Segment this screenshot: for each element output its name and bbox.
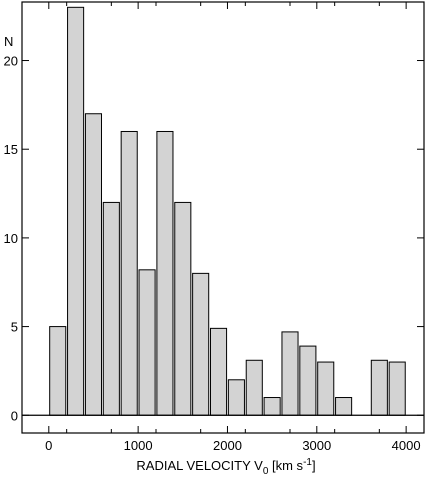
bar	[102, 201, 120, 416]
bar	[370, 359, 388, 416]
y-tick-label: 10	[4, 231, 18, 246]
bar	[84, 113, 103, 416]
ticks-group: 0 1000 2000 3000 4000 0 5 10 15 20	[4, 2, 425, 453]
bars-group	[49, 6, 406, 416]
bar	[49, 326, 67, 416]
y-tick-label: 5	[11, 320, 18, 335]
plot-frame	[21, 1, 425, 434]
y-tick-label: 0	[11, 408, 18, 423]
bar	[281, 331, 299, 416]
bar	[174, 201, 192, 416]
bar	[299, 345, 317, 416]
bar	[263, 397, 281, 416]
bar	[156, 130, 174, 416]
y-tick-label: 20	[4, 54, 18, 69]
bar	[67, 6, 85, 416]
bar	[227, 379, 245, 416]
x-tick-label: 0	[45, 438, 52, 453]
x-tick-label: 3000	[302, 438, 331, 453]
bar	[192, 272, 210, 416]
y-axis-label: N	[4, 34, 13, 49]
x-axis-label-unit-open: [km s	[268, 458, 303, 473]
bar	[388, 361, 406, 416]
bar	[245, 359, 263, 416]
x-axis-label-subscript: 0	[263, 466, 269, 477]
y-tick-label: 15	[4, 142, 18, 157]
x-axis-label: RADIAL VELOCITY V0 [km s-1]	[136, 457, 315, 477]
x-axis-label-main: RADIAL VELOCITY V	[136, 458, 263, 473]
bar	[120, 130, 138, 416]
x-axis-label-superscript: -1	[303, 457, 312, 468]
bar	[138, 269, 156, 416]
bar	[209, 327, 228, 416]
bar	[335, 397, 353, 416]
bar	[317, 361, 335, 416]
x-tick-label: 2000	[213, 438, 242, 453]
x-tick-label: 1000	[124, 438, 153, 453]
x-tick-label: 4000	[392, 438, 421, 453]
x-axis-label-unit-close: ]	[312, 458, 316, 473]
